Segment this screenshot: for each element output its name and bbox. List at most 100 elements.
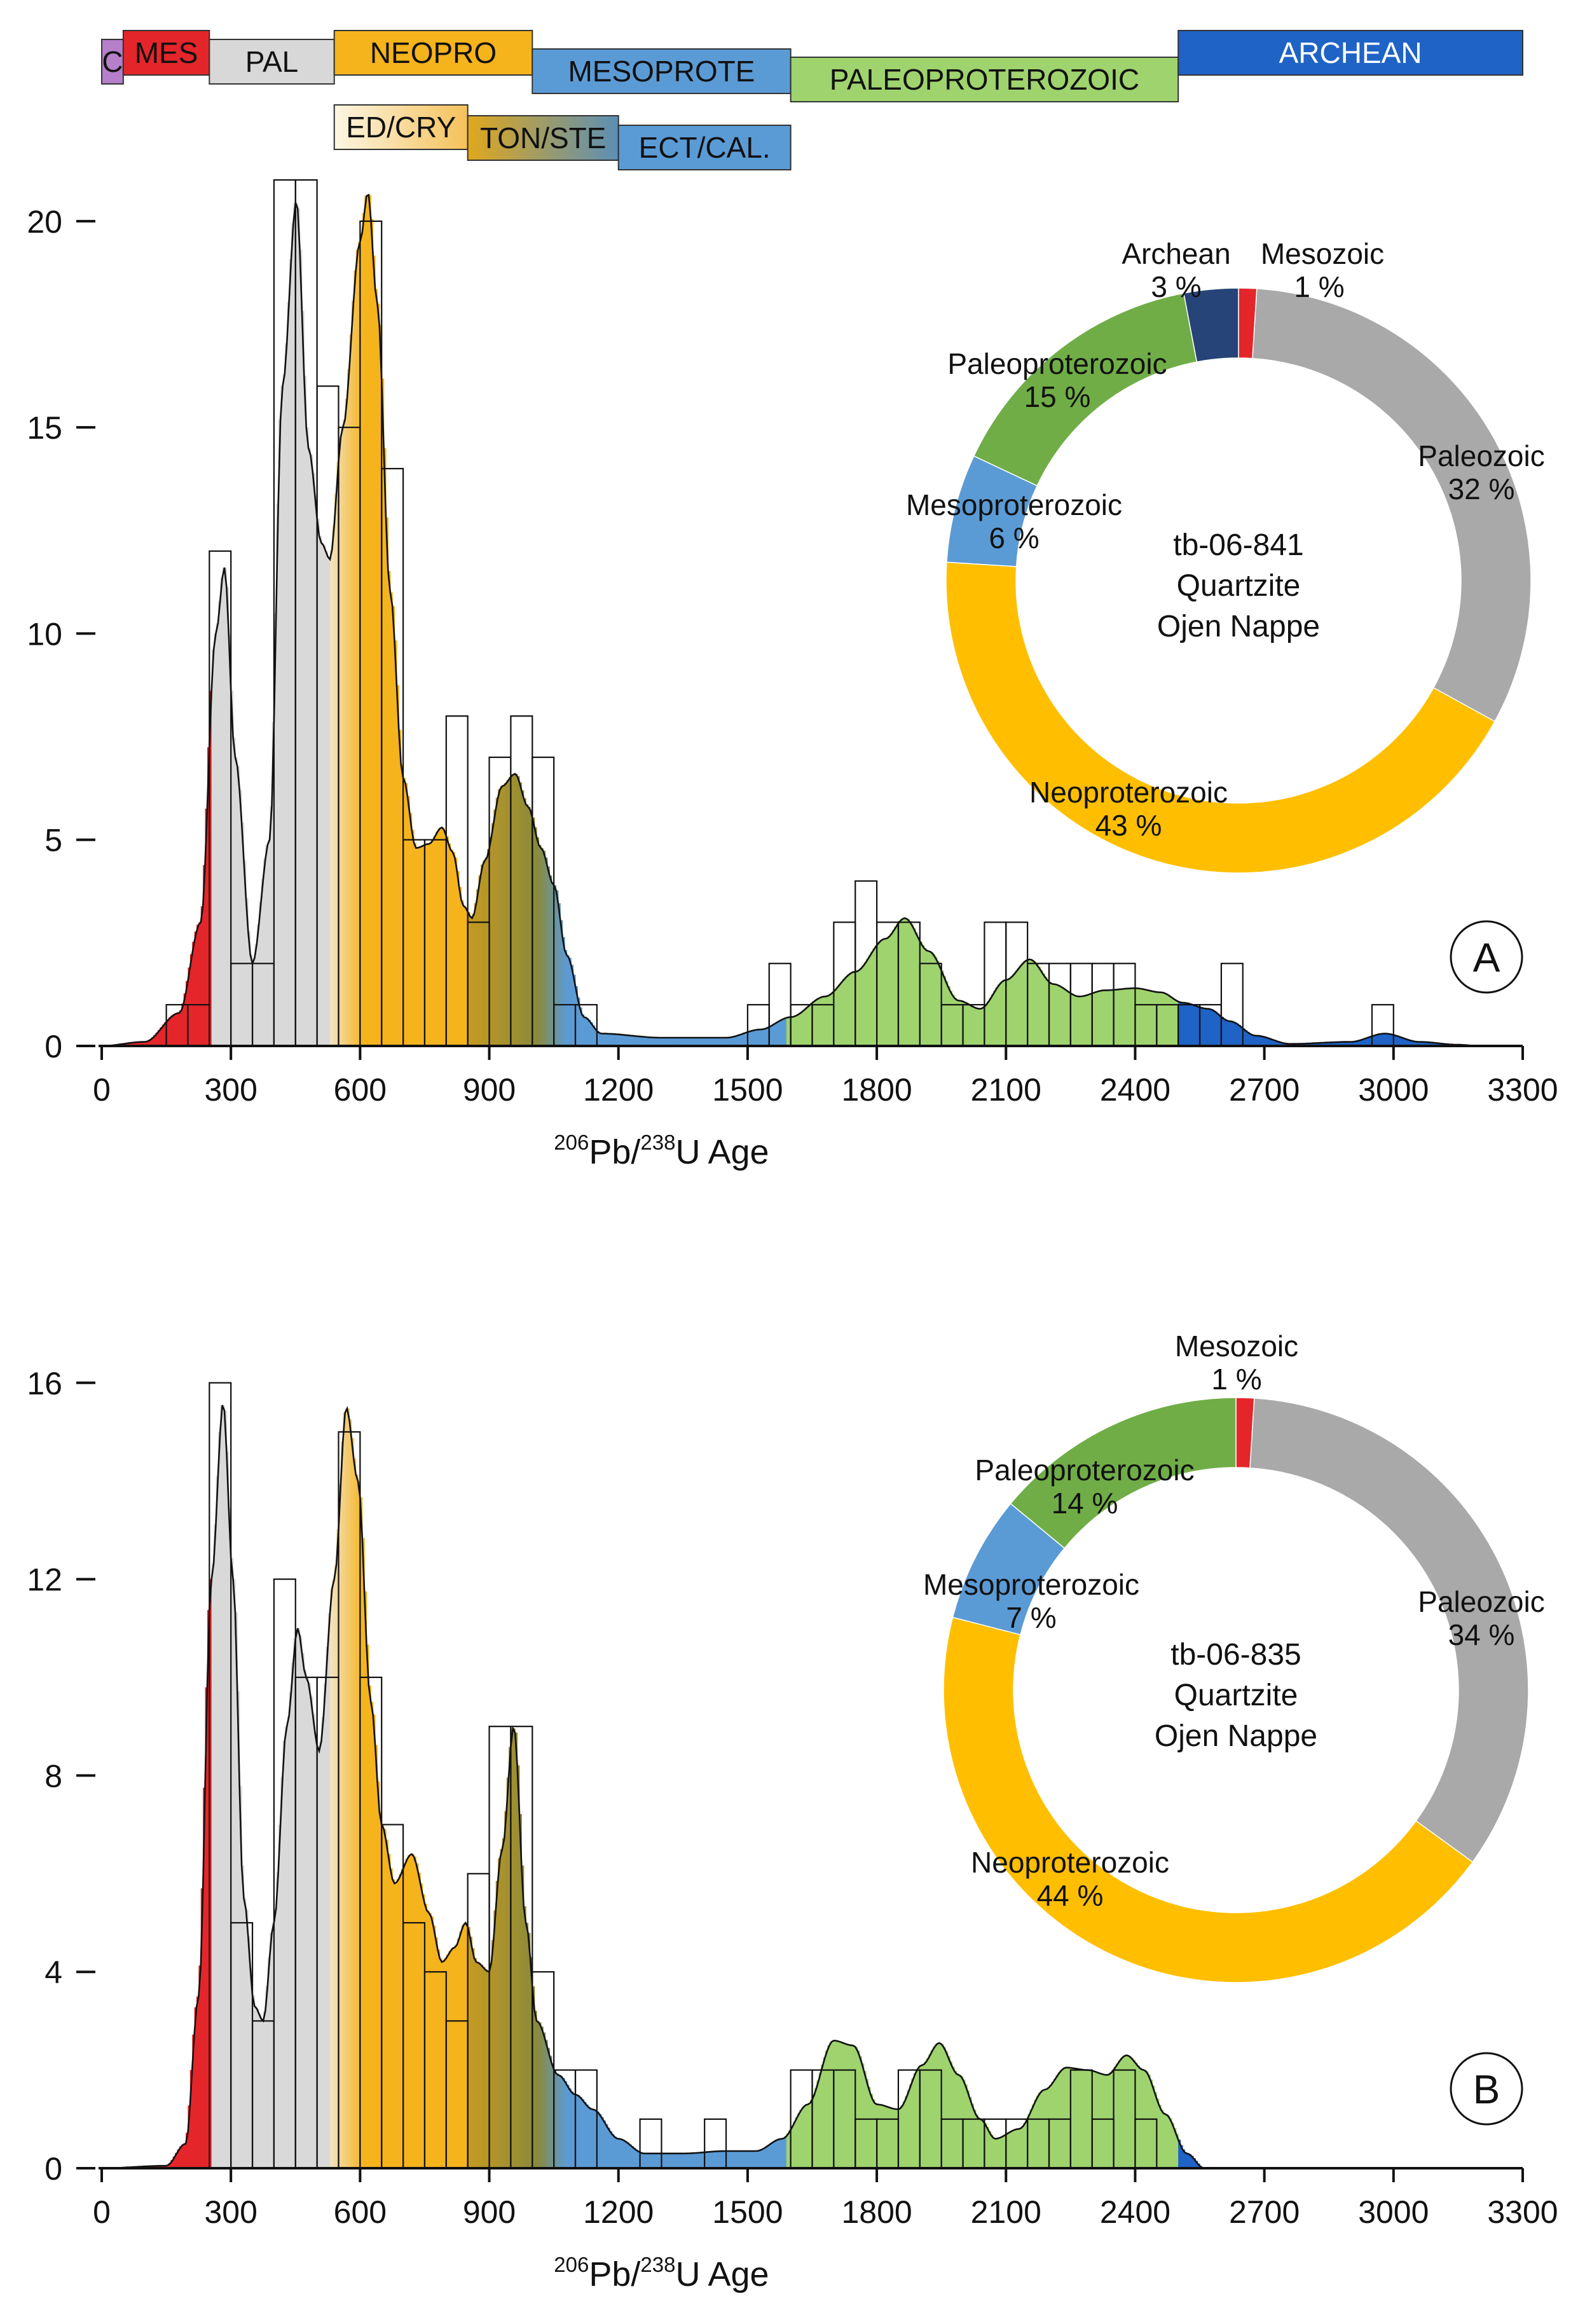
kde-fill-slice [1371,1035,1375,1046]
kde-fill-slice [261,879,264,1046]
kde-fill-slice [958,2075,961,2168]
kde-fill-slice [399,729,402,1046]
kde-fill-slice [472,914,475,1046]
kde-fill-slice [411,830,415,1046]
kde-fill-slice [1180,2145,1183,2168]
timescale-label: ED/CRY [346,111,456,144]
kde-fill-slice [1239,1024,1241,1046]
kde-fill-slice [1156,992,1160,1046]
kde-fill-slice [1038,966,1041,1046]
kde-fill-slice [674,2153,677,2168]
kde-fill-slice [889,2107,893,2168]
kde-fill-slice [992,991,996,1046]
kde-fill-slice [1172,997,1175,1046]
kde-fill-slice [635,1036,638,1046]
kde-fill-slice [1275,1040,1278,1046]
kde-fill-slice [758,2150,761,2168]
kde-fill-slice [840,981,843,1046]
kde-fill-slice [545,857,548,1046]
kde-fill-slice [386,517,388,1046]
kde-fill-slice [877,2104,880,2168]
kde-fill-slice [521,790,525,1046]
kde-fill-slice [698,2152,701,2168]
donut-label-neoproterozoic: Neoproterozoic [971,1846,1169,1879]
kde-fill-slice [149,1039,152,1046]
kde-fill-slice [427,1910,430,2168]
kde-fill-slice [540,2026,544,2168]
kde-fill-slice [773,2140,776,2168]
kde-fill-slice [1122,989,1125,1046]
panel-letter: B [1473,2066,1500,2112]
donut-center-text: Ojen Nappe [1157,610,1320,643]
kde-fill-slice [1111,989,1115,1046]
kde-fill-slice [838,2041,841,2168]
kde-fill-slice [125,1043,128,1046]
kde-fill-slice [945,981,949,1046]
kde-fill-slice [1161,2109,1164,2168]
kde-fill-slice [306,427,309,1046]
kde-fill-slice [823,996,826,1046]
kde-fill-slice [683,1038,686,1046]
timescale-box-pal [209,39,335,85]
kde-fill-slice [575,986,578,1046]
kde-fill-slice [338,437,341,1046]
kde-fill-slice [1232,1021,1235,1046]
donut-slice-paleoproterozoic [1010,1397,1237,1549]
kde-fill-slice [1425,1042,1429,1046]
kde-fill-slice [418,847,421,1046]
kde-fill-slice [439,1958,443,2168]
kde-fill-slice [900,2105,903,2168]
kde-fill-slice [1010,976,1013,1046]
kde-fill-slice [310,1696,313,2168]
kde-fill-slice [280,1777,284,2168]
kde-fill-slice [1214,1011,1218,1046]
kde-fill-slice [689,1038,692,1046]
x-tick-label: 3000 [1358,2194,1429,2230]
kde-fill-slice [347,368,350,1047]
kde-fill-slice [971,1006,975,1046]
kde-fill-slice [1040,2090,1043,2168]
kde-fill-slice [568,958,572,1046]
kde-fill-slice [775,1022,778,1046]
kde-fill-slice [138,1042,141,1046]
kde-fill-slice [278,420,281,1046]
kde-fill-slice [1236,1023,1239,1046]
kde-fill-slice [571,2091,574,2168]
kde-fill-slice [989,2131,992,2168]
kde-fill-slice [556,2073,559,2168]
kde-fill-slice [1090,2070,1093,2168]
donut-slice-neoproterozoic [945,561,1496,874]
kde-fill-slice [821,2065,824,2168]
kde-fill-slice [273,613,277,1046]
kde-fill-slice [818,2072,821,2168]
timescale-box-ectcal [617,125,792,170]
kde-fill-slice [982,2120,985,2168]
kde-fill-slice [1066,2067,1069,2168]
kde-fill-slice [198,922,202,1046]
kde-fill-slice [362,1538,365,2168]
kde-fill-slice [844,2043,847,2168]
kde-fill-slice [842,979,845,1046]
kde-fill-slice [1259,1036,1263,1046]
kde-fill-slice [928,2054,931,2168]
kde-fill-slice [175,2152,178,2168]
kde-fill-slice [724,1038,727,1046]
kde-fill-slice [364,1591,367,2168]
kde-fill-slice [396,685,399,1046]
kde-fill-slice [427,844,430,1046]
kde-fill-slice [919,941,923,1046]
kde-fill-slice [368,1685,371,2168]
kde-fill-slice [784,2136,787,2168]
kde-fill-slice [166,1019,169,1046]
kde-fill-slice [603,2120,607,2168]
kde-fill-slice [1057,985,1060,1046]
kde-fill-slice [616,1034,619,1046]
kde-fill-slice [676,1038,680,1046]
x-axis-title-rest: U Age [675,1133,769,1171]
kde-fill-slice [1126,988,1129,1046]
kde-fill-slice [310,455,313,1046]
kde-fill-slice [916,2068,919,2168]
kde-fill-slice [788,1017,792,1046]
kde-fill-slice [392,1879,395,2168]
kde-fill-slice [661,1038,664,1046]
